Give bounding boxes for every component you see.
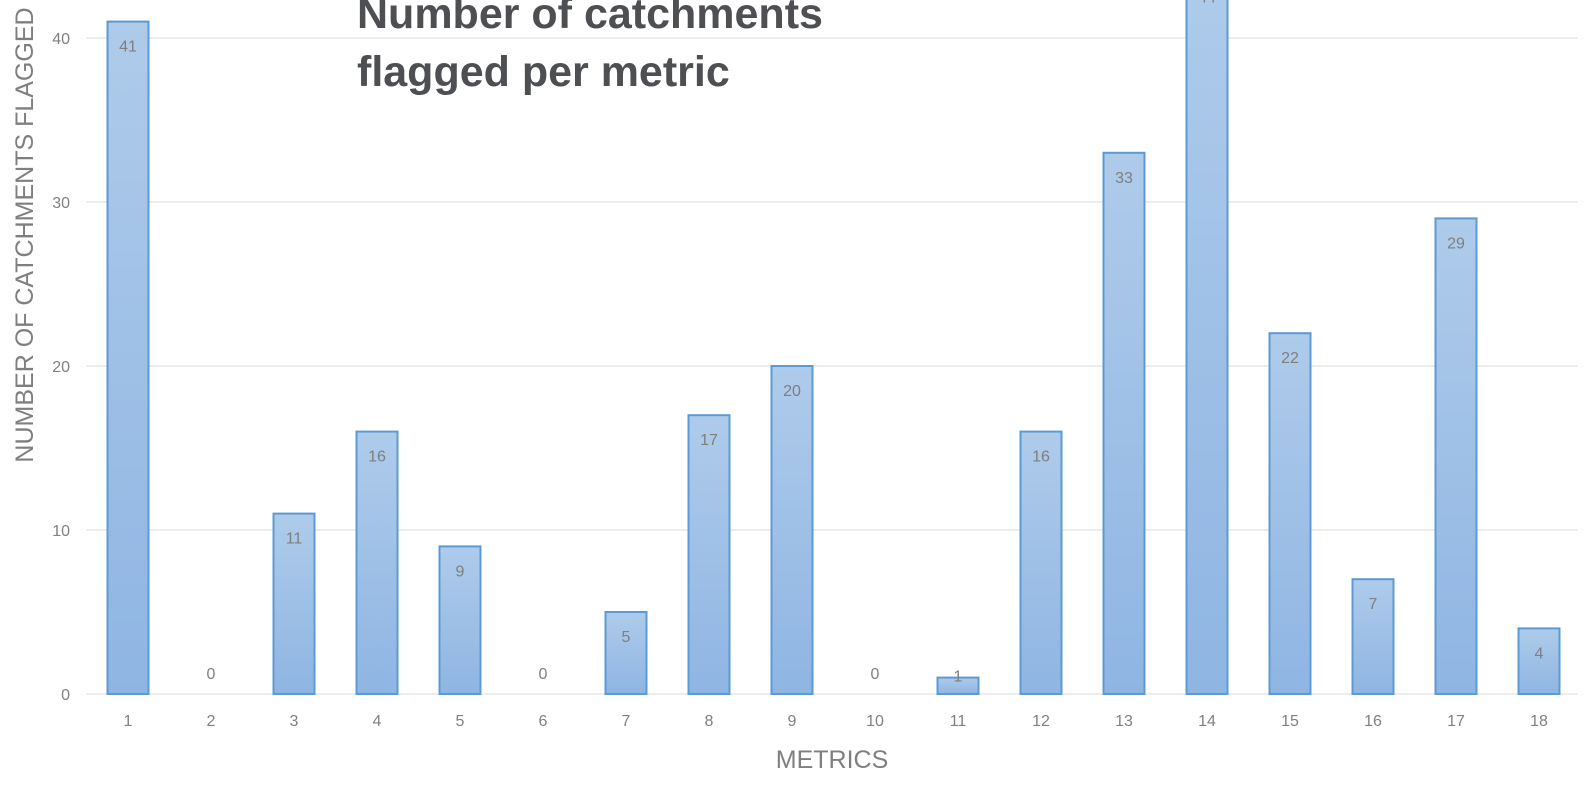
bar-metric-17 <box>1436 218 1477 694</box>
bar-metric-15 <box>1270 333 1311 694</box>
y-tick-label: 30 <box>52 195 70 212</box>
x-tick-label: 8 <box>705 713 714 730</box>
x-tick-label: 4 <box>373 713 382 730</box>
data-label-metric-5: 9 <box>456 563 465 580</box>
data-label-metric-7: 5 <box>622 629 631 646</box>
data-label-metric-9: 20 <box>783 383 801 400</box>
bar-metric-9 <box>772 366 813 694</box>
x-tick-label: 7 <box>622 713 631 730</box>
y-tick-label: 20 <box>52 359 70 376</box>
x-axis-title: METRICS <box>776 746 889 774</box>
data-labels: 41 0 11 16 9 0 5 17 20 0 1 16 33 44 22 7 29 4 <box>119 0 1543 686</box>
data-label-metric-2: 0 <box>207 666 216 683</box>
data-label-metric-10: 0 <box>871 666 880 683</box>
x-tick-label: 6 <box>539 713 548 730</box>
chart-title-line-1: Number of catchments <box>357 0 823 38</box>
x-tick-label: 17 <box>1447 713 1465 730</box>
bar-metric-13 <box>1104 153 1145 694</box>
bar-metric-12 <box>1021 432 1062 694</box>
data-label-metric-11: 1 <box>954 669 963 686</box>
bar-metric-7 <box>606 612 647 694</box>
data-label-metric-3: 11 <box>286 531 303 548</box>
x-tick-label: 1 <box>124 713 133 730</box>
data-label-metric-1: 41 <box>119 39 137 56</box>
bar-metric-14 <box>1187 0 1228 694</box>
x-tick-label: 3 <box>290 713 299 730</box>
x-tick-label: 10 <box>866 713 884 730</box>
x-tick-label: 9 <box>788 713 797 730</box>
x-tick-label: 15 <box>1281 713 1299 730</box>
bar-metric-4 <box>357 432 398 694</box>
data-label-metric-13: 33 <box>1115 170 1133 187</box>
x-tick-label: 12 <box>1032 713 1050 730</box>
x-tick-label: 13 <box>1115 713 1133 730</box>
data-label-metric-4: 16 <box>368 449 386 466</box>
data-label-metric-12: 16 <box>1032 449 1050 466</box>
y-tick-label: 40 <box>52 31 70 48</box>
x-tick-label: 5 <box>456 713 465 730</box>
data-label-metric-16: 7 <box>1369 596 1378 613</box>
y-tick-label: 10 <box>52 523 70 540</box>
x-tick-label: 18 <box>1530 713 1548 730</box>
chart-title-line-2: flagged per metric <box>357 48 730 96</box>
x-tick-label: 11 <box>950 713 967 730</box>
data-label-metric-14: 44 <box>1198 0 1216 6</box>
data-label-metric-18: 4 <box>1535 645 1544 662</box>
bars <box>108 0 1560 694</box>
x-tick-label: 2 <box>207 713 216 730</box>
y-tick-label: 0 <box>61 687 70 704</box>
bar-metric-1 <box>108 22 149 694</box>
data-label-metric-6: 0 <box>539 666 548 683</box>
bar-metric-8 <box>689 415 730 694</box>
data-label-metric-8: 17 <box>700 432 718 449</box>
x-tick-label: 16 <box>1364 713 1382 730</box>
data-label-metric-17: 29 <box>1447 235 1465 252</box>
y-axis-title: NUMBER OF CATCHMENTS FLAGGED <box>11 7 39 462</box>
data-label-metric-15: 22 <box>1281 350 1299 367</box>
x-tick-label: 14 <box>1198 713 1216 730</box>
